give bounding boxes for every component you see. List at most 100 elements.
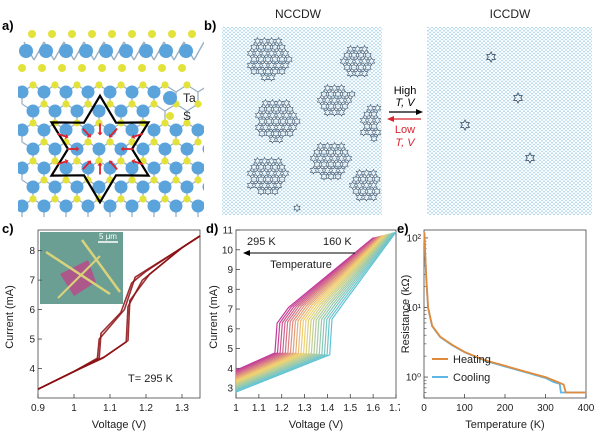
bottom-lattice bbox=[18, 81, 204, 217]
cdw-star bbox=[272, 105, 280, 114]
cdw-star bbox=[257, 55, 265, 64]
s-atom bbox=[161, 195, 169, 203]
ta-atom bbox=[147, 199, 161, 213]
cdw-star bbox=[279, 117, 287, 126]
cdw-star bbox=[250, 175, 258, 184]
cdw-star bbox=[253, 49, 262, 58]
cdw-star bbox=[309, 154, 318, 163]
cdw-star bbox=[352, 175, 360, 184]
displacement-arrowhead bbox=[64, 159, 69, 164]
s-atom bbox=[95, 81, 103, 89]
cdw-star bbox=[337, 96, 346, 105]
cdw-star bbox=[261, 98, 270, 108]
cdw-star bbox=[285, 55, 293, 64]
high-tv-label: T, V bbox=[395, 97, 416, 109]
cdw-star bbox=[366, 128, 375, 137]
temp-right-label: 160 K bbox=[323, 236, 352, 248]
ta-atom bbox=[59, 161, 73, 175]
ta-atom bbox=[92, 104, 106, 118]
ta-atom bbox=[48, 180, 62, 194]
cdw-star bbox=[355, 168, 364, 178]
ta-atom bbox=[191, 161, 204, 175]
high-arrowhead bbox=[416, 109, 423, 115]
nccdw-title: NCCDW bbox=[275, 7, 322, 21]
cdw-star bbox=[281, 61, 290, 70]
ta-legend-label: Ta bbox=[183, 91, 196, 105]
cdw-star bbox=[264, 55, 272, 64]
x-tick-label: 0.9 bbox=[31, 403, 45, 414]
s-atom bbox=[29, 119, 37, 127]
displacement-arrowhead bbox=[131, 159, 136, 164]
cdw-star bbox=[278, 163, 286, 172]
cdw-star bbox=[267, 49, 276, 58]
ta-atom bbox=[37, 199, 51, 213]
x-tick-label: 1.2 bbox=[139, 403, 153, 414]
inset-image: 5 μm bbox=[40, 232, 123, 304]
panel-label-a: a) bbox=[2, 18, 14, 33]
ta-atom bbox=[136, 142, 150, 156]
iv-curve bbox=[235, 232, 393, 389]
ta-atom bbox=[147, 85, 161, 99]
s-atom bbox=[51, 157, 59, 165]
cdw-star bbox=[320, 172, 328, 181]
s-atom bbox=[29, 81, 37, 89]
s-atom bbox=[150, 176, 158, 184]
cdw-star bbox=[265, 105, 273, 114]
ta-atom bbox=[114, 104, 128, 118]
cdw-star bbox=[275, 111, 284, 120]
displacement-arrow bbox=[134, 160, 144, 166]
iv-curve bbox=[235, 234, 385, 382]
d-ylabel: Current (mA) bbox=[208, 285, 220, 349]
displacement-arrowhead bbox=[109, 160, 113, 165]
cdw-star bbox=[272, 117, 280, 126]
s-atom bbox=[29, 157, 37, 165]
s-atom bbox=[118, 64, 126, 72]
y-tick-label: 5 bbox=[29, 335, 35, 346]
cdw-star bbox=[271, 43, 279, 52]
cdw-star bbox=[293, 203, 301, 213]
y-tick-label: 6 bbox=[227, 324, 233, 335]
s-atom bbox=[62, 100, 70, 108]
cdw-star bbox=[334, 102, 342, 111]
e-ylabel: Resistance (kΩ) bbox=[400, 275, 412, 354]
cdw-star bbox=[355, 181, 364, 190]
cdw-star bbox=[258, 117, 266, 126]
cdw-star bbox=[293, 117, 301, 126]
s-atom bbox=[150, 138, 158, 146]
cdw-star bbox=[360, 57, 369, 66]
cdw-star bbox=[341, 90, 349, 99]
displacement-arrow bbox=[82, 127, 90, 136]
cdw-star bbox=[264, 163, 272, 172]
displacement-arrowhead bbox=[76, 146, 80, 152]
e-curves bbox=[423, 232, 586, 394]
cdw-star bbox=[339, 57, 348, 66]
star-of-david bbox=[49, 93, 151, 205]
cdw-star bbox=[286, 117, 294, 126]
top-lattice bbox=[18, 30, 204, 72]
cdw-star bbox=[278, 55, 286, 64]
cdw-star bbox=[271, 175, 279, 184]
legend-ta: Ta bbox=[163, 91, 196, 105]
iv-curve bbox=[235, 231, 397, 393]
s-atom bbox=[188, 30, 196, 38]
iv-curve bbox=[235, 236, 380, 377]
cdw-star bbox=[352, 187, 360, 196]
cdw-star bbox=[344, 96, 353, 105]
ta-atom bbox=[103, 85, 117, 99]
y-tick-label: 10¹ bbox=[407, 303, 422, 314]
cdw-star bbox=[373, 187, 381, 196]
panel-c-chart: 5 μm 0.9 1 1.1 1.2 1.3 4 5 6 7 8 T= 295 K Voltage… bbox=[4, 229, 201, 431]
ta-atom bbox=[19, 44, 33, 58]
cdw-star bbox=[313, 148, 321, 157]
cdw-star bbox=[246, 49, 255, 58]
ta-atom bbox=[37, 123, 51, 137]
cdw-star bbox=[343, 63, 351, 72]
ta-atom bbox=[39, 44, 53, 58]
cdw-star bbox=[323, 141, 332, 151]
cdw-star bbox=[316, 166, 325, 175]
s-atom bbox=[183, 81, 191, 89]
cdw-star bbox=[334, 90, 342, 99]
heating-legend-label: Heating bbox=[453, 354, 491, 366]
legend-s: S bbox=[166, 109, 191, 123]
iv-curve bbox=[235, 233, 392, 388]
